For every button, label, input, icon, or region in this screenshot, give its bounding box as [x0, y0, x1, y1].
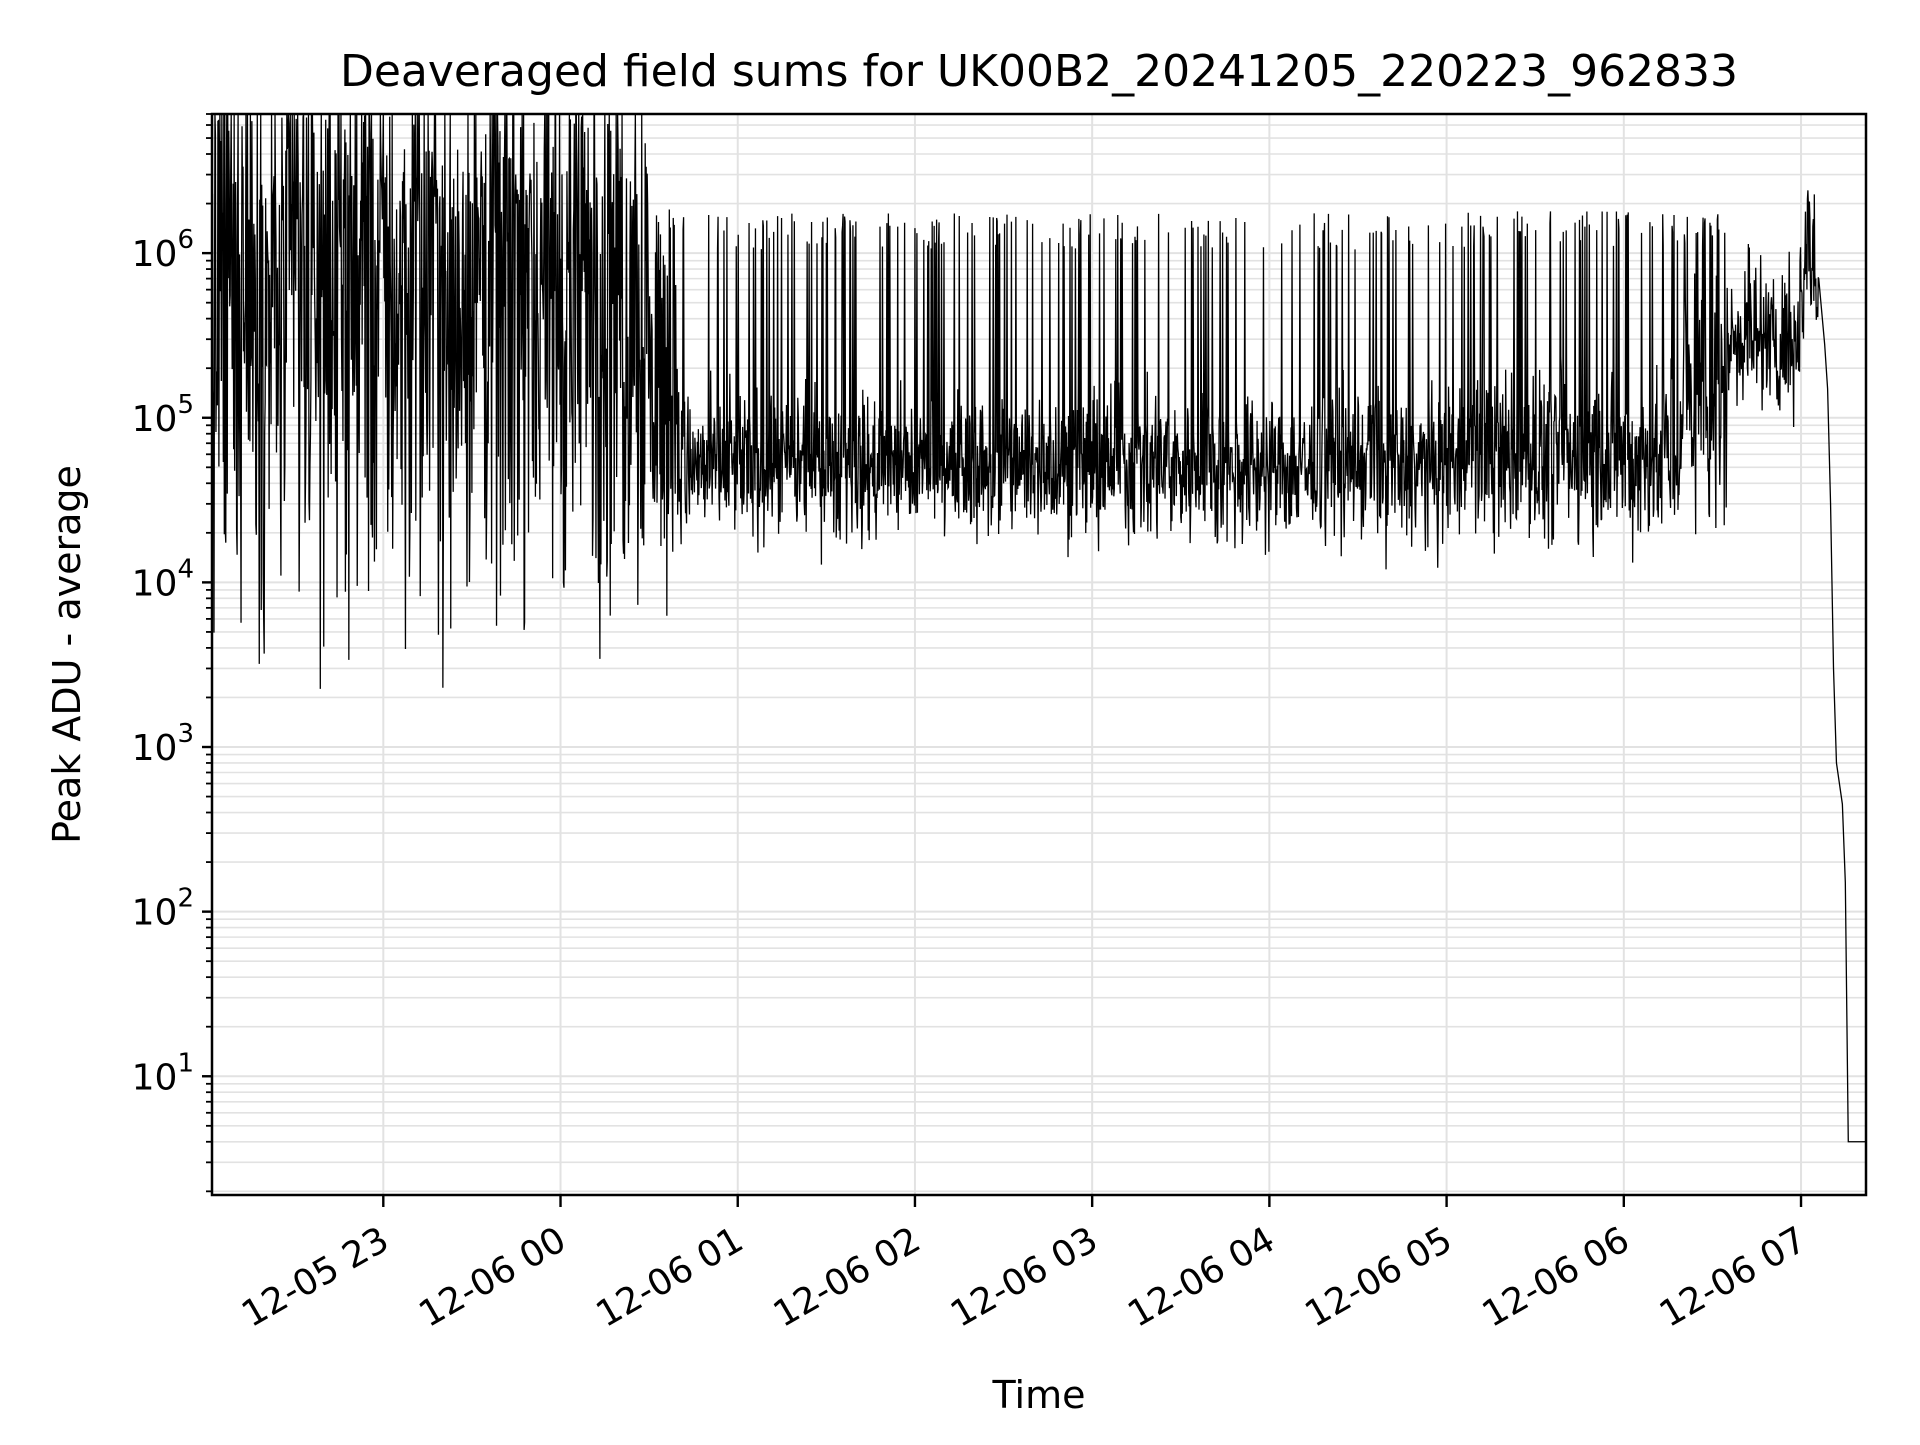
y-tick-base: 10: [132, 399, 178, 440]
y-tick-exponent: 4: [177, 554, 194, 584]
y-tick-label: 105: [132, 390, 194, 440]
y-tick-base: 10: [132, 728, 178, 769]
series-line: [211, 113, 1866, 1143]
y-axis-label: Peak ADU - average: [45, 465, 89, 844]
y-tick-label: 106: [132, 225, 194, 275]
plot-frame: [210, 112, 1868, 1197]
y-tick-label: 103: [132, 719, 194, 769]
y-tick-base: 10: [132, 893, 178, 934]
y-tick-exponent: 3: [177, 719, 194, 749]
y-tick-base: 10: [132, 563, 178, 604]
y-tick-base: 10: [132, 1057, 178, 1098]
chart-title: Deaveraged field sums for UK00B2_2024120…: [340, 46, 1738, 97]
grid-lines: [212, 113, 1866, 1195]
data-series: [211, 113, 1866, 1143]
y-tick-label: 104: [132, 554, 194, 604]
x-axis-label: Time: [992, 1373, 1086, 1417]
y-tick-exponent: 1: [177, 1048, 194, 1078]
y-tick-label: 101: [132, 1048, 194, 1098]
y-tick-exponent: 6: [177, 225, 194, 255]
y-tick-label: 102: [132, 884, 194, 934]
y-tick-exponent: 5: [177, 390, 194, 420]
y-tick-exponent: 2: [177, 884, 194, 914]
y-tick-base: 10: [132, 234, 178, 275]
